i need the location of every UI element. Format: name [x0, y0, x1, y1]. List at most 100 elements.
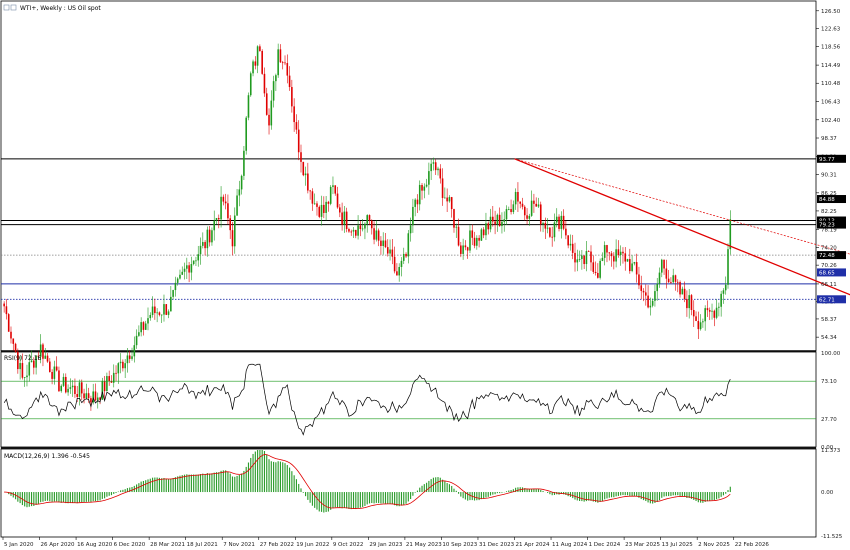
candle-body [553, 222, 556, 238]
time-axis: 5 Jan 2020 26 Apr 2020 16 Aug 2020 6 Dec 20… [2, 537, 769, 548]
macd-tick-label: -11.525 [821, 534, 843, 540]
candle-body [377, 230, 380, 241]
candle-body [10, 331, 12, 339]
candle-body [354, 229, 357, 236]
candle-body [437, 168, 439, 171]
price-tick-label: 70.26 [821, 263, 837, 269]
price-tick-label: 106.43 [821, 100, 841, 106]
candle-body [672, 275, 675, 283]
candle-body [501, 221, 503, 227]
candle-body [425, 184, 428, 187]
candle-body [608, 252, 611, 254]
candle-body [498, 214, 501, 227]
price-tick-label: 110.48 [821, 81, 841, 87]
price-tick-label: 58.37 [821, 317, 837, 323]
candle-body [138, 332, 140, 336]
candle-body [430, 163, 432, 172]
candle-body [151, 306, 154, 315]
trend-line [514, 158, 850, 255]
candle-body [44, 355, 47, 359]
candle-body [375, 230, 378, 240]
candle-body [117, 363, 120, 374]
candle-body [631, 263, 633, 272]
candle-body [71, 385, 74, 388]
candle-body [101, 380, 104, 400]
candle-body [578, 258, 581, 260]
candle-body [594, 271, 597, 273]
candle-body [660, 259, 663, 273]
candle-body [249, 73, 252, 96]
candle-body [613, 256, 615, 262]
candle-body [713, 310, 716, 318]
candle-body [656, 283, 659, 292]
candle-body [587, 251, 590, 252]
candle-body [622, 251, 624, 254]
candle-body [352, 229, 355, 232]
trend-line [514, 158, 850, 296]
candle-body [654, 291, 656, 301]
candle-body [699, 322, 702, 330]
candle-body [462, 245, 464, 254]
candle-body [565, 228, 567, 236]
candle-body [110, 381, 113, 383]
candle-body [60, 385, 63, 392]
candle-body [626, 259, 629, 262]
candle-body [603, 245, 606, 258]
candle-body [450, 197, 453, 210]
candle-body [560, 215, 563, 229]
candle-body [265, 93, 268, 115]
candle-body [505, 209, 508, 220]
candle-body [569, 243, 572, 246]
time-tick-label: 1 Dec 2024 [589, 542, 621, 548]
candle-body [718, 306, 720, 308]
rsi-panel-frame [0, 351, 817, 448]
price-tick-label: 86.25 [821, 191, 837, 197]
candle-body [619, 251, 622, 256]
candle-body [302, 161, 305, 176]
level-tag-label: 79.23 [819, 223, 835, 229]
price-tick-label: 78.19 [821, 227, 837, 233]
candle-body [708, 310, 711, 312]
candle-body [119, 361, 122, 364]
candle-body [523, 206, 526, 216]
time-tick-label: 31 Dec 2023 [479, 542, 515, 548]
candle-body [291, 87, 293, 107]
candle-body [181, 271, 184, 275]
candle-body [460, 245, 462, 254]
candle-body [551, 236, 553, 238]
candle-body [268, 114, 270, 126]
candle-body [320, 204, 323, 217]
rsi-panel: RSI(9) 72.16 100.00 73.10 27.70 0.00 [1, 351, 841, 451]
candle-body [85, 393, 88, 399]
candle-body [124, 363, 126, 369]
candle-body [416, 199, 419, 205]
candle-body [99, 397, 101, 400]
candle-body [293, 106, 295, 123]
candle-body [517, 191, 519, 202]
candle-body [172, 290, 174, 297]
candle-body [720, 293, 722, 307]
candle-body [715, 307, 718, 318]
candle-body [473, 237, 476, 246]
candle-body [373, 228, 375, 240]
candle-body [555, 216, 558, 223]
candle-body [5, 306, 8, 315]
candle-body [295, 122, 298, 130]
candle-body [380, 240, 382, 246]
candle-body [126, 355, 129, 364]
candle-body [281, 62, 284, 64]
candle-body [170, 296, 172, 312]
rsi-line [3, 363, 731, 436]
candle-body [396, 271, 398, 276]
candle-body [204, 242, 206, 249]
level-tag [817, 216, 846, 225]
candle-body [74, 385, 76, 395]
time-tick-label: 27 Feb 2022 [260, 542, 294, 548]
candle-body [407, 233, 410, 257]
candle-body [567, 235, 569, 246]
time-tick-label: 6 Dec 2020 [114, 542, 146, 548]
candle-body [325, 201, 327, 213]
rsi-tick-label: 0.00 [821, 445, 834, 451]
candle-body [329, 186, 332, 204]
